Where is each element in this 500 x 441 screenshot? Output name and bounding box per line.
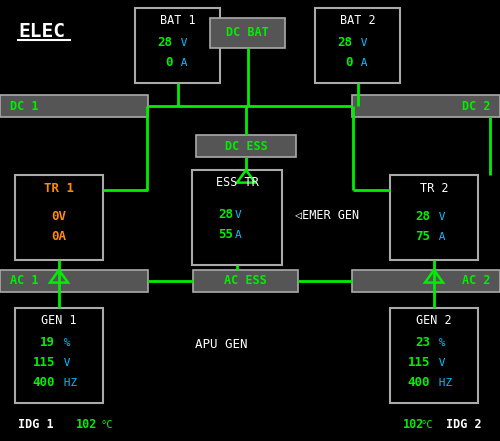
Bar [0,270,148,292]
Text: A: A [432,232,446,242]
Text: 0A: 0A [52,231,66,243]
Text: DC 1: DC 1 [10,100,38,112]
Bar [390,308,478,403]
Text: A: A [174,58,188,68]
Text: TR 1: TR 1 [44,182,74,194]
Text: %: % [57,338,70,348]
Text: 0: 0 [345,56,352,70]
Text: HZ: HZ [57,378,77,388]
Text: V: V [235,210,242,220]
Bar [352,270,500,292]
Text: GEN 1: GEN 1 [41,314,77,328]
Text: °C: °C [100,420,112,430]
Text: DC BAT: DC BAT [226,26,269,40]
Text: IDG 2: IDG 2 [446,419,482,431]
Bar [193,270,298,292]
Text: V: V [57,358,70,368]
Text: BAT 1: BAT 1 [160,15,196,27]
Text: V: V [354,38,368,48]
Text: 0V: 0V [52,210,66,224]
Bar [196,135,296,157]
Bar [135,8,220,83]
Text: %: % [432,338,446,348]
Text: IDG 1: IDG 1 [18,419,54,431]
Text: 115: 115 [32,356,55,370]
Text: 55: 55 [218,228,233,242]
Bar [210,18,285,48]
Text: HZ: HZ [432,378,452,388]
Text: 102: 102 [76,419,98,431]
Text: 19: 19 [40,336,55,350]
Text: AC 2: AC 2 [462,274,490,288]
Text: 0: 0 [165,56,172,70]
Text: 28: 28 [158,37,172,49]
Text: ELEC: ELEC [18,22,65,41]
Text: DC 2: DC 2 [462,100,490,112]
Text: °C: °C [420,420,432,430]
Text: ESS TR: ESS TR [216,176,258,190]
Text: 28: 28 [415,210,430,224]
Bar [352,95,500,117]
Text: DC ESS: DC ESS [224,139,268,153]
Text: ◁EMER GEN: ◁EMER GEN [295,209,359,221]
Text: GEN 2: GEN 2 [416,314,452,328]
Text: V: V [174,38,188,48]
Text: AC ESS: AC ESS [224,274,267,288]
Bar [315,8,400,83]
Text: 23: 23 [415,336,430,350]
Text: A: A [354,58,368,68]
Bar [15,175,103,260]
Text: 400: 400 [408,377,430,389]
Text: APU GEN: APU GEN [195,339,248,351]
Text: 75: 75 [415,231,430,243]
Bar [192,170,282,265]
Text: TR 2: TR 2 [420,182,448,194]
Bar [390,175,478,260]
Text: 28: 28 [338,37,352,49]
Bar [0,95,148,117]
Text: BAT 2: BAT 2 [340,15,376,27]
Text: A: A [235,230,242,240]
Text: V: V [432,212,446,222]
Text: 102: 102 [402,419,424,431]
Text: 115: 115 [408,356,430,370]
Text: AC 1: AC 1 [10,274,38,288]
Bar [15,308,103,403]
Text: V: V [432,358,446,368]
Text: 400: 400 [32,377,55,389]
Text: 28: 28 [218,209,233,221]
